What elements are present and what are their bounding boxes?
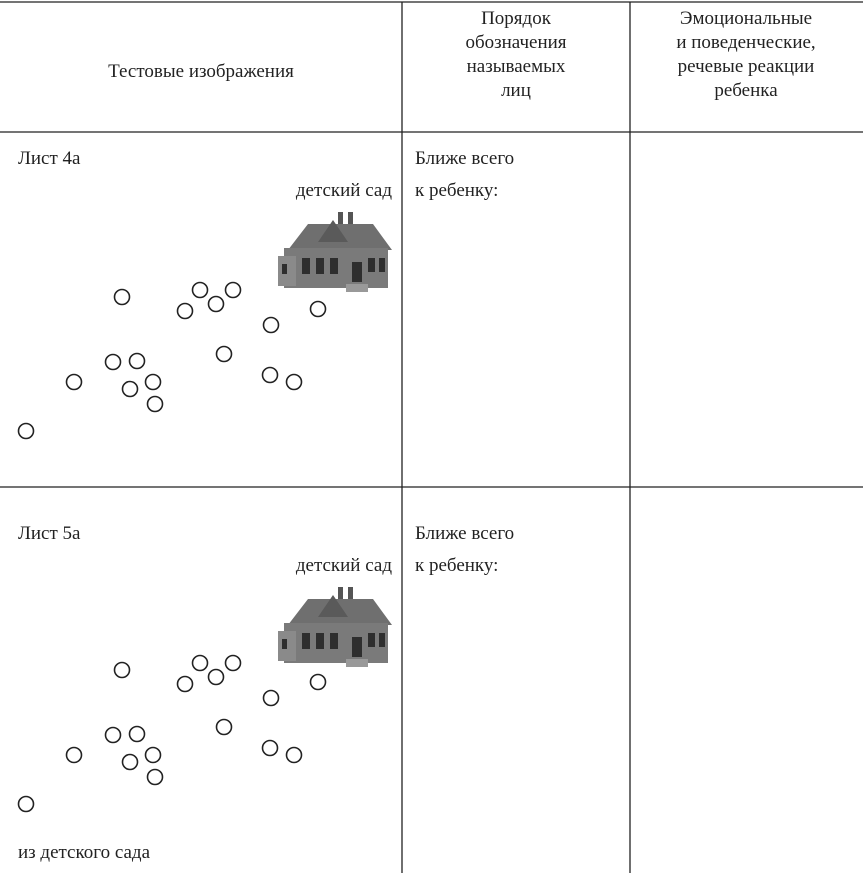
house-icon <box>278 212 392 292</box>
person-circle <box>224 281 242 299</box>
order-text: к ребенку: <box>415 555 498 576</box>
person-circle <box>104 726 122 744</box>
person-circle <box>128 352 146 370</box>
person-circle <box>262 689 280 707</box>
header-cell: ребенка <box>714 80 778 101</box>
person-circle <box>128 725 146 743</box>
person-circle <box>285 746 303 764</box>
header-cell: обозначения <box>465 32 566 53</box>
person-circle <box>176 675 194 693</box>
header-cell: лиц <box>501 80 531 101</box>
house-label: детский сад <box>296 555 392 576</box>
person-circle <box>17 795 35 813</box>
person-circle <box>309 673 327 691</box>
person-circle <box>17 422 35 440</box>
header-cell: речевые реакции <box>678 56 815 77</box>
header-cell: называемых <box>467 56 566 77</box>
person-circle <box>261 739 279 757</box>
person-circle <box>104 353 122 371</box>
order-text: к ребенку: <box>415 180 498 201</box>
person-circle <box>224 654 242 672</box>
person-circle <box>262 316 280 334</box>
person-circle <box>207 295 225 313</box>
house-icon <box>278 587 392 667</box>
bottom-label: из детского сада <box>18 842 151 863</box>
header-cell: Эмоциональные <box>680 8 812 29</box>
person-circle <box>121 753 139 771</box>
person-circle <box>113 288 131 306</box>
person-circle <box>215 718 233 736</box>
person-circle <box>121 380 139 398</box>
person-circle <box>207 668 225 686</box>
person-circle <box>261 366 279 384</box>
person-circle <box>65 373 83 391</box>
person-circle <box>144 746 162 764</box>
house-label: детский сад <box>296 180 392 201</box>
person-circle <box>113 661 131 679</box>
person-circle <box>176 302 194 320</box>
order-text: Ближе всего <box>415 148 514 169</box>
person-circle <box>65 746 83 764</box>
person-circle <box>191 654 209 672</box>
sheet-title: Лист 4а <box>18 148 81 169</box>
person-circle <box>146 768 164 786</box>
person-circle <box>309 300 327 318</box>
person-circle <box>191 281 209 299</box>
order-text: Ближе всего <box>415 523 514 544</box>
header-cell: Тестовые изображения <box>108 61 294 82</box>
person-circle <box>144 373 162 391</box>
sheet-title: Лист 5а <box>18 523 81 544</box>
person-circle <box>285 373 303 391</box>
person-circle <box>215 345 233 363</box>
header-cell: и поведенческие, <box>676 32 815 53</box>
header-cell: Порядок <box>481 8 552 29</box>
person-circle <box>146 395 164 413</box>
